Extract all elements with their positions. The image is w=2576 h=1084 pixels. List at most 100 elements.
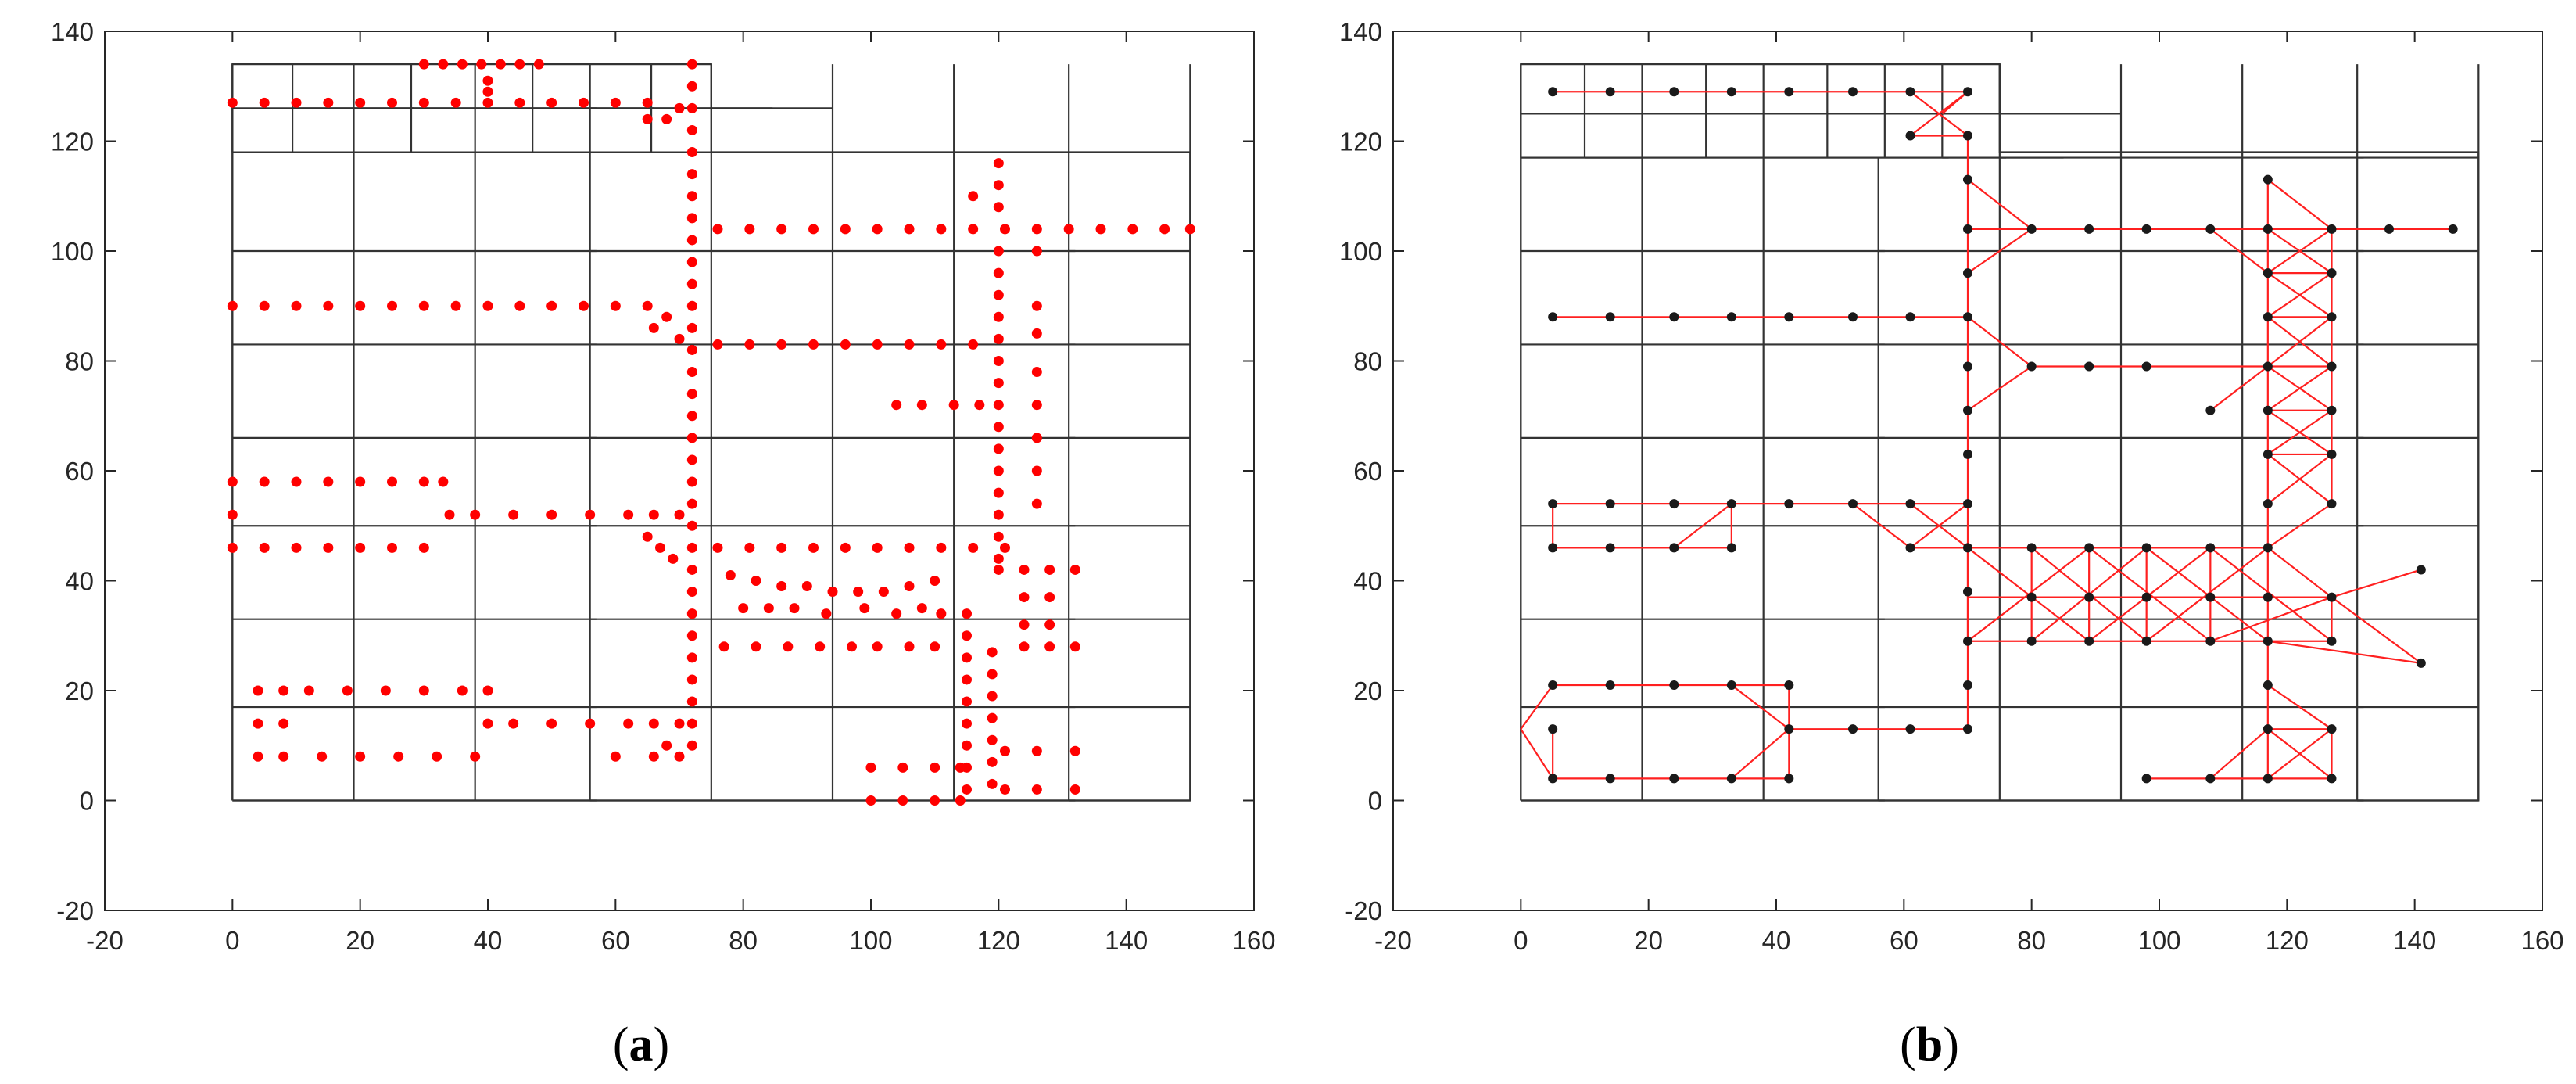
- network-node: [1905, 312, 1915, 322]
- sample-point: [514, 59, 525, 70]
- sample-point: [303, 685, 314, 696]
- network-node: [2084, 543, 2094, 553]
- sample-point: [930, 762, 940, 773]
- network-node: [1963, 449, 1972, 459]
- network-node: [1848, 87, 1858, 97]
- network-node: [2327, 312, 2337, 322]
- sample-point: [930, 795, 940, 806]
- sample-point: [470, 751, 481, 762]
- sample-point: [674, 751, 685, 762]
- network-edge: [1941, 91, 1969, 115]
- sample-point: [610, 751, 621, 762]
- sample-point: [840, 339, 851, 350]
- sample-point: [686, 498, 697, 509]
- sample-point: [227, 509, 238, 520]
- network-edges-b: [1520, 91, 2453, 780]
- network-node: [2205, 636, 2216, 646]
- sample-point: [1019, 641, 1030, 652]
- sample-point: [962, 740, 972, 751]
- x-tick-label-a: -20: [86, 926, 124, 955]
- network-edge: [2209, 728, 2269, 780]
- sample-point: [686, 587, 697, 598]
- network-node: [1963, 680, 1972, 690]
- network-node: [1784, 312, 1794, 322]
- network-node: [1605, 499, 1615, 509]
- sample-point: [686, 454, 697, 465]
- network-node: [1963, 405, 1972, 415]
- sample-point: [840, 224, 851, 235]
- sample-point: [438, 59, 449, 70]
- sample-point: [418, 59, 429, 70]
- sample-point: [642, 97, 653, 108]
- sample-point: [610, 300, 621, 311]
- network-node: [2327, 224, 2337, 234]
- sample-point: [916, 400, 927, 411]
- sample-point: [948, 400, 959, 411]
- network-node: [1726, 87, 1736, 97]
- sample-point: [1031, 328, 1042, 339]
- sample-point: [904, 581, 915, 592]
- sample-point: [546, 718, 557, 729]
- sample-point: [355, 476, 366, 487]
- sample-point: [987, 691, 998, 702]
- network-node: [1548, 774, 1558, 784]
- sample-point: [686, 344, 697, 355]
- sample-point: [686, 433, 697, 443]
- sample-point: [476, 59, 487, 70]
- sample-point: [686, 476, 697, 487]
- sample-point: [891, 400, 902, 411]
- sample-point: [968, 339, 979, 350]
- network-node: [1963, 174, 1972, 185]
- sample-point: [1031, 300, 1042, 311]
- sample-point: [1069, 784, 1080, 795]
- sample-point: [1044, 641, 1055, 652]
- network-node: [2263, 224, 2273, 234]
- sample-point: [993, 553, 1004, 564]
- x-tick-label-b: 0: [1514, 926, 1528, 955]
- sample-point: [648, 751, 659, 762]
- network-node: [2263, 449, 2273, 459]
- network-node: [2263, 268, 2273, 278]
- sample-point: [872, 542, 883, 553]
- y-tick-label-a: 40: [65, 567, 94, 596]
- sample-point: [686, 300, 697, 311]
- network-node: [1963, 224, 1972, 234]
- sample-point: [648, 322, 659, 333]
- network-node: [1669, 774, 1679, 784]
- network-node: [1726, 499, 1736, 509]
- network-edge: [1673, 503, 1732, 549]
- network-node: [2327, 774, 2337, 784]
- sample-point: [278, 685, 289, 696]
- sample-point: [789, 603, 800, 614]
- sample-point: [508, 718, 519, 729]
- sample-point: [821, 608, 832, 619]
- sample-point: [962, 784, 972, 795]
- network-node: [1605, 543, 1615, 553]
- x-tick-label-b: 140: [2393, 926, 2436, 955]
- sample-point: [686, 367, 697, 378]
- sample-point: [744, 339, 755, 350]
- sample-point: [776, 581, 787, 592]
- network-node: [2327, 636, 2337, 646]
- sample-point: [865, 795, 876, 806]
- sample-point: [278, 751, 289, 762]
- network-node: [1905, 87, 1915, 97]
- network-edge: [2267, 409, 2333, 455]
- sample-point: [1044, 619, 1055, 630]
- sample-point: [259, 97, 270, 108]
- sample-point: [987, 734, 998, 745]
- network-edge: [2267, 316, 2333, 368]
- network-node: [1784, 680, 1794, 690]
- network-node: [2327, 499, 2337, 509]
- network-node: [2026, 543, 2037, 553]
- axes-box-a: [104, 31, 1255, 911]
- network-node: [1963, 587, 1972, 597]
- network-node: [2263, 774, 2273, 784]
- sample-point: [1031, 246, 1042, 257]
- network-node: [2205, 224, 2216, 234]
- sample-point: [623, 718, 634, 729]
- sample-point: [686, 124, 697, 135]
- sample-point: [661, 113, 672, 124]
- network-node: [1963, 87, 1972, 97]
- sample-point: [993, 202, 1004, 213]
